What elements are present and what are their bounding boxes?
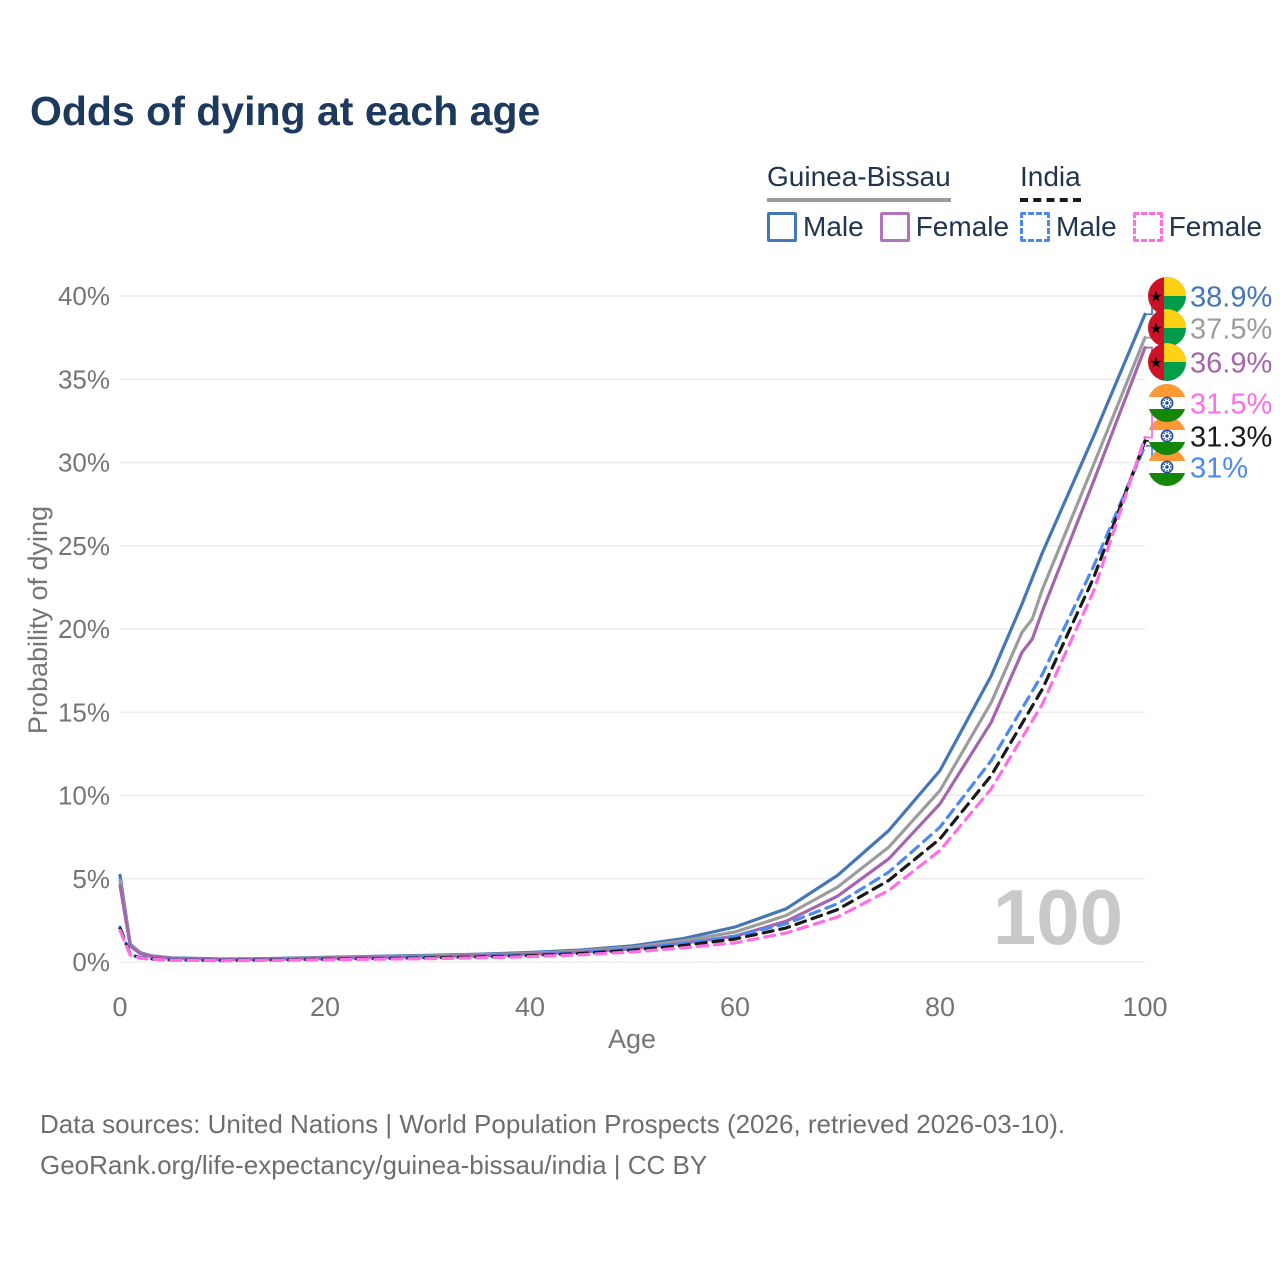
legend-swatch-india-male[interactable]: [1020, 212, 1050, 242]
end-value-label-guinea-bissau-female: 36.9%: [1190, 347, 1272, 379]
x-tick-label: 100: [1122, 992, 1167, 1022]
series-lines: [118, 312, 1147, 963]
chart-watermark: 100: [993, 873, 1123, 961]
x-tick-label: 80: [925, 992, 955, 1022]
y-axis-tick-labels: 0% 5% 10% 15% 20% 25% 30% 35% 40%: [58, 281, 110, 977]
end-value-label-india-combined: 31.3%: [1190, 421, 1272, 453]
footer-source-line: Data sources: United Nations | World Pop…: [40, 1109, 1066, 1139]
end-value-label-guinea-bissau-combined: 37.5%: [1190, 313, 1272, 345]
x-tick-label: 20: [310, 992, 340, 1022]
footer: Data sources: United Nations | World Pop…: [40, 1104, 1065, 1186]
legend-label-gb-female[interactable]: Female: [915, 211, 1010, 242]
legend-label-india-female[interactable]: Female: [1168, 211, 1263, 242]
legend-group-guinea-bissau: Guinea-Bissau Male Female: [767, 161, 1009, 243]
y-tick-label: 0%: [72, 947, 110, 977]
legend-label-india-male[interactable]: Male: [1056, 211, 1117, 242]
series-line-guinea-bissau-male[interactable]: [118, 312, 1147, 961]
legend-group-india: India Male Female: [1020, 161, 1262, 243]
flag-icon-guinea-bissau: ★: [1147, 308, 1187, 348]
x-axis-tick-labels: 0 20 40 60 80 100: [112, 992, 1167, 1022]
y-tick-label: 40%: [58, 281, 110, 311]
svg-text:★: ★: [1149, 354, 1162, 371]
y-tick-label: 25%: [58, 531, 110, 561]
x-tick-label: 60: [720, 992, 750, 1022]
y-tick-label: 10%: [58, 781, 110, 811]
flag-icon-india: [1147, 383, 1187, 423]
y-tick-label: 5%: [72, 864, 110, 894]
footer-credit-line: GeoRank.org/life-expectancy/guinea-bissa…: [40, 1150, 708, 1180]
end-value-label-india-female: 31.5%: [1190, 388, 1272, 420]
series-line-india-female[interactable]: [118, 435, 1147, 963]
x-tick-label: 40: [515, 992, 545, 1022]
flag-icon-guinea-bissau: ★: [1147, 342, 1187, 382]
legend-swatch-india-female[interactable]: [1132, 212, 1163, 242]
legend-swatch-gb-female[interactable]: [879, 212, 910, 242]
y-tick-label: 20%: [58, 614, 110, 644]
x-axis-title: Age: [608, 1024, 656, 1054]
series-line-guinea-bissau-combined[interactable]: [118, 336, 1147, 961]
y-tick-label: 15%: [58, 697, 110, 727]
x-tick-label: 0: [112, 992, 127, 1022]
flag-icon-india: [1147, 416, 1187, 456]
gridlines: [120, 295, 1145, 963]
legend-country-india: India: [1020, 161, 1081, 202]
page-title: Odds of dying at each age: [30, 88, 541, 134]
legend-label-gb-male[interactable]: Male: [803, 211, 864, 242]
legend-country-guinea-bissau: Guinea-Bissau: [767, 161, 951, 202]
legend-swatch-gb-male[interactable]: [767, 212, 797, 242]
y-tick-label: 35%: [58, 364, 110, 394]
series-line-india-male[interactable]: [118, 444, 1147, 962]
y-tick-label: 30%: [58, 448, 110, 478]
svg-text:★: ★: [1149, 288, 1162, 305]
svg-text:★: ★: [1149, 320, 1162, 337]
series-end-labels: ★ 38.9% ★ 37.5% ★ 36.9% 31%31.3%31.5%: [1146, 276, 1272, 487]
y-axis-title: Probability of dying: [23, 506, 53, 734]
series-line-guinea-bissau-female[interactable]: [118, 346, 1147, 962]
end-value-label-india-male: 31%: [1190, 452, 1248, 484]
end-value-label-guinea-bissau-male: 38.9%: [1190, 281, 1272, 313]
chart-canvas: 100 0% 5% 10% 15% 20% 25% 30% 35% 40% 0 20 40 60 80 1…: [23, 276, 1272, 1054]
